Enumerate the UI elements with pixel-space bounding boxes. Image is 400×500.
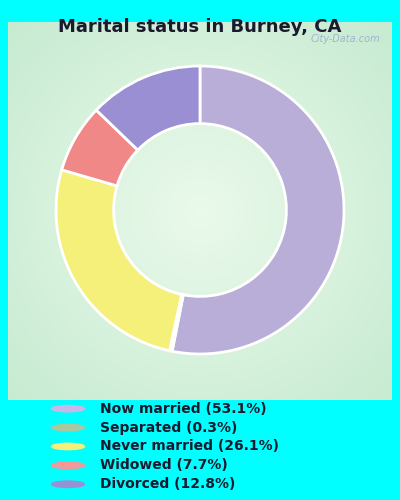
Ellipse shape <box>52 444 84 450</box>
Text: Divorced (12.8%): Divorced (12.8%) <box>100 477 235 491</box>
Ellipse shape <box>52 481 84 488</box>
Wedge shape <box>170 294 183 352</box>
Text: Separated (0.3%): Separated (0.3%) <box>100 420 237 434</box>
Wedge shape <box>172 66 344 354</box>
Text: City-Data.com: City-Data.com <box>311 34 380 44</box>
Ellipse shape <box>52 424 84 430</box>
Wedge shape <box>62 110 138 186</box>
Text: Widowed (7.7%): Widowed (7.7%) <box>100 458 228 472</box>
Text: Now married (53.1%): Now married (53.1%) <box>100 402 267 415</box>
Ellipse shape <box>52 406 84 412</box>
Ellipse shape <box>52 462 84 468</box>
Wedge shape <box>56 170 182 350</box>
Wedge shape <box>96 66 200 150</box>
Text: Marital status in Burney, CA: Marital status in Burney, CA <box>58 18 342 36</box>
Text: Never married (26.1%): Never married (26.1%) <box>100 440 279 454</box>
